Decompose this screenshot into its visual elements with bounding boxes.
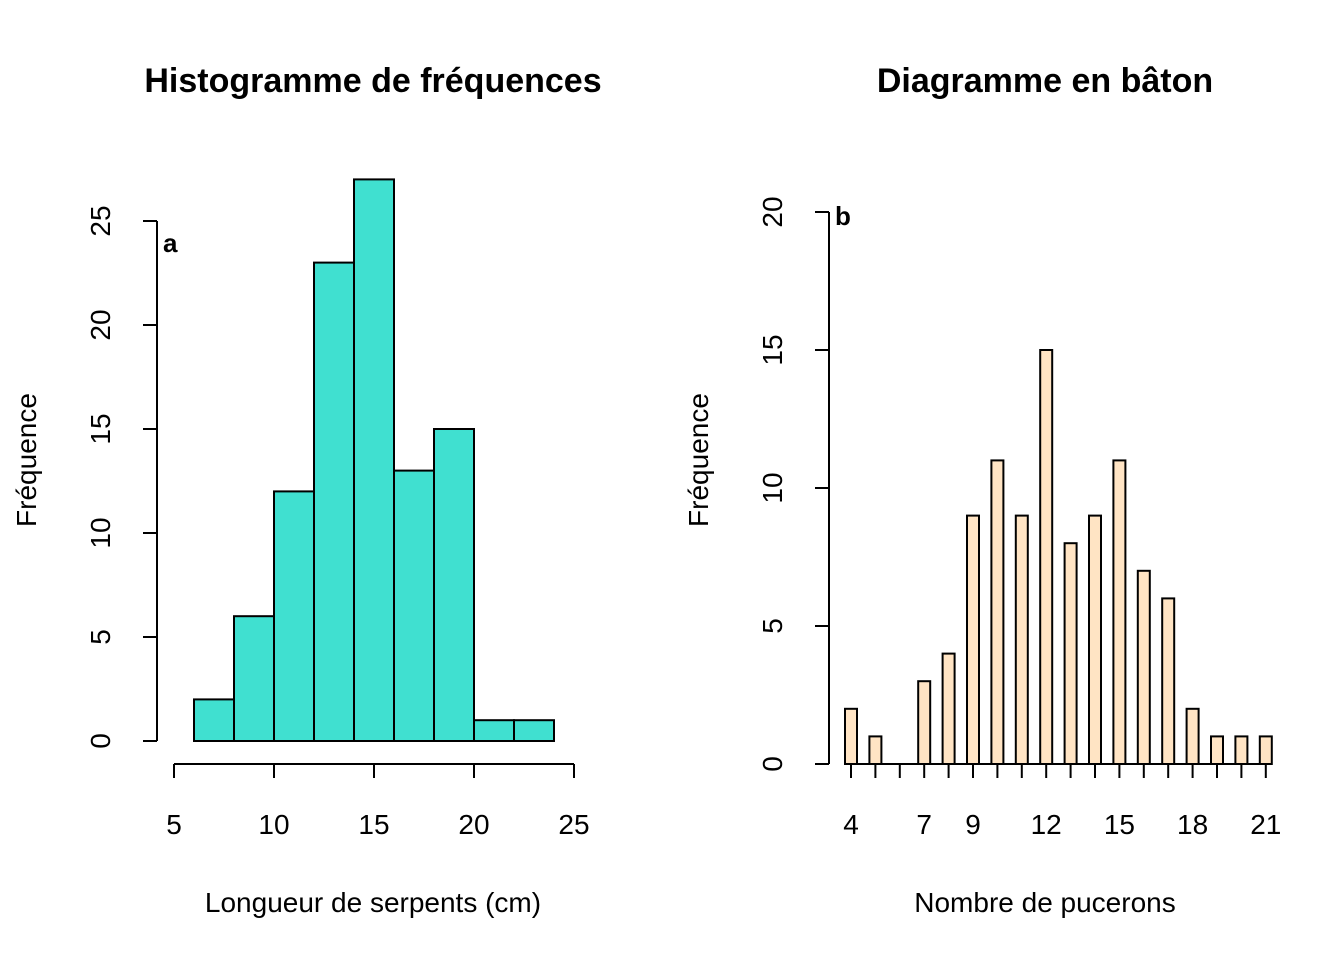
stick-diagram-y-tick-label: 15	[757, 334, 788, 365]
histogram-axes: 5 10 15 20 25 0 5 10 15 20 25	[85, 205, 590, 840]
histogram-y-label: Fréquence	[11, 393, 42, 527]
histogram-bar	[193, 698, 235, 743]
stick-diagram-y-tick-label: 20	[757, 196, 788, 227]
stick-diagram-panel: Diagramme en bâton b Nombre de pucerons …	[683, 62, 1281, 918]
stick-diagram-x-tick-label: 12	[1031, 809, 1062, 840]
histogram-bar	[433, 428, 475, 742]
stick-bar	[1185, 707, 1200, 765]
histogram-panel: Histogramme de fréquences a Longueur de …	[11, 62, 602, 918]
stick-diagram-y-label: Fréquence	[683, 393, 714, 527]
stick-bar	[1210, 735, 1224, 766]
stick-diagram-y-tick-label: 10	[757, 472, 788, 503]
stick-bar	[844, 707, 858, 765]
histogram-y-tick-label: 20	[85, 309, 116, 340]
panel-label-b: b	[835, 201, 851, 231]
stick-diagram-y-tick-label: 0	[757, 756, 788, 772]
histogram-bar	[233, 615, 275, 743]
histogram-x-tick-label: 10	[258, 809, 289, 840]
stick-bar	[1234, 735, 1249, 766]
stick-diagram-x-label: Nombre de pucerons	[914, 887, 1175, 918]
stick-diagram-axes: 4 7 9 12 15 18 21 0 5 10 15 20	[757, 196, 1281, 840]
stick-bar	[1014, 514, 1029, 765]
histogram-title: Histogramme de fréquences	[144, 62, 601, 100]
histogram-x-label: Longueur de serpents (cm)	[205, 887, 541, 918]
stick-bar	[966, 514, 980, 765]
stick-bar	[1112, 459, 1127, 765]
stick-bar	[1161, 597, 1176, 766]
stick-bar	[1039, 349, 1054, 765]
stick-bar	[1063, 542, 1078, 766]
stick-bar	[917, 680, 932, 766]
histogram-y-tick-label: 25	[85, 205, 116, 236]
stick-diagram-x-tick-label: 21	[1250, 809, 1281, 840]
stick-bar	[1088, 514, 1102, 765]
histogram-bar	[313, 261, 355, 742]
histogram-bar	[353, 178, 395, 742]
panel-label-a: a	[163, 228, 178, 258]
histogram-y-tick-label: 0	[85, 733, 116, 749]
histogram-bar	[513, 719, 555, 743]
histogram-x-tick-label: 15	[358, 809, 389, 840]
stick-bar	[1258, 735, 1273, 766]
histogram-bar	[273, 490, 315, 742]
stick-bar	[990, 459, 1005, 765]
stick-diagram-title: Diagramme en bâton	[877, 62, 1213, 100]
histogram-bar	[473, 719, 515, 743]
histogram-x-tick-label: 25	[558, 809, 589, 840]
histogram-y-tick-label: 5	[85, 629, 116, 645]
histogram-y-tick-label: 10	[85, 517, 116, 548]
stick-diagram-x-tick-label: 7	[916, 809, 932, 840]
stick-bar	[941, 652, 956, 765]
stick-diagram-x-tick-label: 4	[843, 809, 859, 840]
histogram-bars	[193, 178, 555, 743]
histogram-y-tick-label: 15	[85, 413, 116, 444]
stick-diagram-y-tick-label: 5	[757, 618, 788, 634]
stick-diagram-x-tick-label: 15	[1104, 809, 1135, 840]
histogram-x-tick-label: 20	[458, 809, 489, 840]
stick-diagram-x-tick-label: 18	[1177, 809, 1208, 840]
stick-bar	[1136, 569, 1151, 765]
histogram-bar	[393, 469, 435, 742]
stick-bar	[868, 735, 883, 766]
histogram-x-tick-label: 5	[166, 809, 182, 840]
stick-diagram-bars	[844, 349, 1273, 766]
stick-diagram-x-tick-label: 9	[965, 809, 981, 840]
